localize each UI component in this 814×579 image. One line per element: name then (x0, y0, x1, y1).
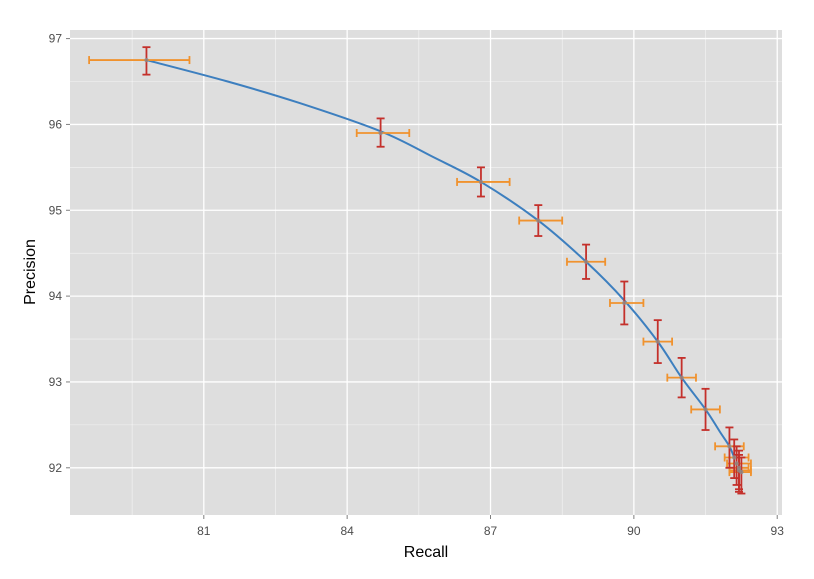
x-tick-label: 87 (484, 524, 498, 538)
x-error-bar (518, 216, 564, 225)
y-tick-label: 94 (49, 289, 63, 303)
data-point (478, 179, 484, 185)
y-error-bar (737, 456, 746, 495)
data-point (734, 461, 739, 466)
x-error-bar (609, 298, 645, 307)
x-tick-label: 81 (197, 524, 211, 538)
y-tick-label: 95 (49, 203, 63, 217)
x-tick-label: 90 (627, 524, 641, 538)
data-point (739, 469, 744, 475)
data-point (583, 259, 589, 264)
data-point (144, 57, 149, 63)
x-error-bar (456, 177, 511, 186)
grid-minor-lines (70, 30, 782, 515)
y-tick-label: 96 (49, 117, 63, 131)
data-points (144, 57, 744, 475)
data-point (703, 407, 708, 412)
x-axis-title: Recall (404, 544, 448, 561)
y-tick-label: 97 (49, 32, 63, 46)
x-axis-ticks: 81 84 87 90 93 (197, 515, 784, 538)
data-point (727, 444, 732, 449)
data-point (378, 130, 383, 136)
x-tick-label: 84 (340, 524, 354, 538)
grid-major-lines (70, 30, 782, 515)
x-error-bar (355, 129, 411, 138)
y-tick-label: 92 (49, 461, 63, 475)
fitted-curve (146, 59, 736, 458)
data-point (732, 455, 737, 460)
y-axis-title: Precision (22, 239, 39, 305)
data-point (679, 375, 684, 380)
x-error-bars (88, 56, 752, 477)
x-tick-label: 93 (771, 524, 785, 538)
x-error-bar (88, 56, 191, 65)
y-tick-label: 93 (49, 375, 63, 389)
data-point (655, 339, 660, 344)
plot-panel (70, 30, 782, 515)
data-point (536, 218, 541, 223)
data-point (622, 300, 627, 306)
y-axis-ticks: 92 93 94 95 96 97 (49, 32, 70, 475)
